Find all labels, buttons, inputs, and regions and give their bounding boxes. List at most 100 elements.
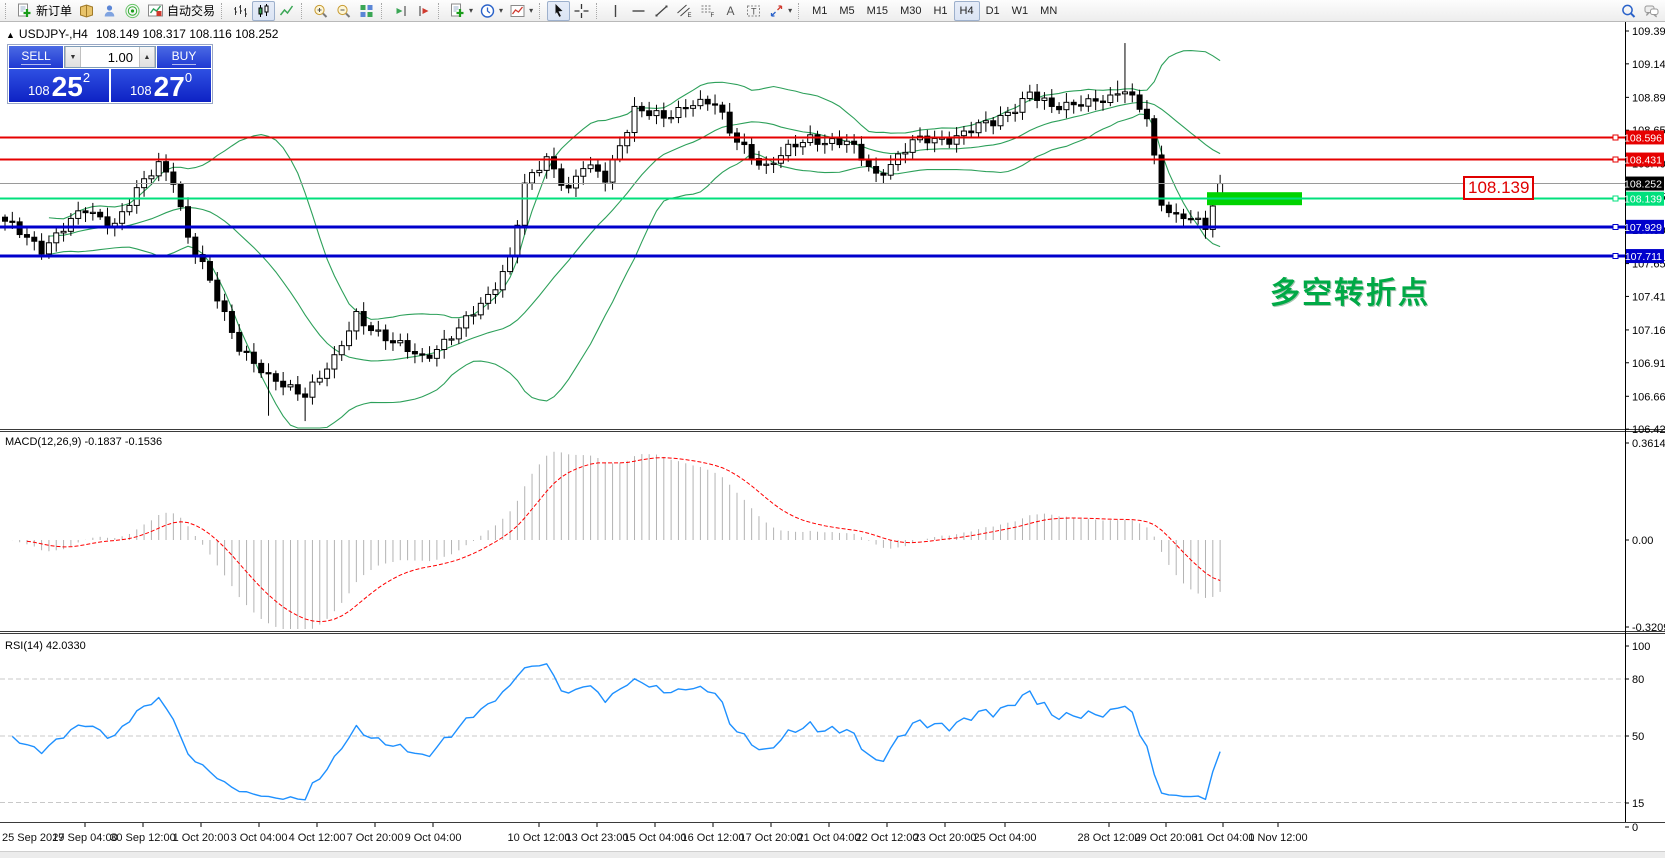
buy-price[interactable]: 108 27 0	[111, 69, 211, 102]
volume-increase-button[interactable]: ▲	[139, 47, 155, 67]
equidistant-channel-button[interactable]: E	[673, 1, 696, 21]
timeframe-m5-button[interactable]: M5	[833, 1, 860, 21]
volume-decrease-button[interactable]: ▼	[65, 47, 81, 67]
arrows-button[interactable]: ▾	[765, 1, 795, 21]
text-icon: A	[727, 4, 735, 18]
svg-text:E: E	[688, 13, 692, 19]
collapse-marker-icon[interactable]: ▲	[6, 30, 15, 40]
timeframe-mn-button[interactable]: MN	[1034, 1, 1063, 21]
ohlc-values: 108.149 108.317 108.116 108.252	[95, 27, 279, 41]
bar-chart-button[interactable]	[229, 1, 252, 21]
trendline-icon	[655, 5, 668, 16]
timeframe-m15-button[interactable]: M15	[861, 1, 894, 21]
equidistant-channel-icon: E	[677, 4, 692, 19]
fibonacci-button[interactable]: F	[696, 1, 719, 21]
toolbar-grip	[381, 2, 386, 19]
vertical-line-button[interactable]	[604, 1, 627, 21]
price-axis: 109.390109.145108.895108.650108.400108.1…	[1624, 26, 1665, 436]
sell-price-point: 2	[82, 70, 91, 85]
svg-text:29 Oct 20:00: 29 Oct 20:00	[1135, 832, 1198, 844]
trade-panel-prices: 108 25 2 108 27 0	[9, 69, 211, 102]
search-icon	[1622, 4, 1636, 18]
buy-button[interactable]: BUY	[157, 46, 211, 68]
templates-icon	[510, 4, 525, 17]
turning-point-annotation[interactable]: 多空转折点	[1270, 277, 1430, 310]
signal-button[interactable]	[121, 1, 144, 21]
toolbar-grip	[5, 2, 10, 19]
trade-panel-top-row: SELL ▼ ▲ BUY	[9, 46, 211, 68]
sell-button[interactable]: SELL	[9, 46, 63, 68]
svg-text:0.00: 0.00	[1632, 535, 1653, 547]
volume-input[interactable]	[81, 47, 139, 67]
cursor-button[interactable]	[547, 0, 571, 21]
vertical-line-icon	[614, 4, 617, 17]
new-order-button[interactable]: 新订单	[13, 1, 75, 21]
search-button[interactable]	[1617, 1, 1640, 21]
marketwatch-button[interactable]	[75, 1, 98, 21]
svg-text:30 Sep 12:00: 30 Sep 12:00	[110, 832, 175, 844]
horizontal-line-button[interactable]	[627, 1, 650, 21]
zoom-out-button[interactable]	[332, 1, 355, 21]
templates-button[interactable]: ▾	[506, 1, 536, 21]
svg-text:107.160: 107.160	[1632, 325, 1665, 337]
text-label-button[interactable]: T	[742, 1, 765, 21]
autotrading-label: 自动交易	[167, 4, 216, 18]
timeframe-m1-button[interactable]: M1	[806, 1, 833, 21]
text-button[interactable]: A	[719, 1, 742, 21]
candlestick-chart-icon	[258, 3, 269, 17]
zoom-in-button[interactable]	[309, 1, 332, 21]
chart-shift-button[interactable]	[412, 1, 435, 21]
svg-text:80: 80	[1632, 674, 1644, 686]
candlestick-chart-button[interactable]	[252, 0, 276, 21]
indicators-button[interactable]: ▾	[446, 1, 476, 21]
svg-text:108.596: 108.596	[1624, 132, 1662, 144]
new-order-label: 新订单	[36, 4, 73, 18]
sell-price[interactable]: 108 25 2	[9, 69, 109, 102]
svg-text:109.145: 109.145	[1632, 59, 1665, 71]
timeframe-m30-button[interactable]: M30	[894, 1, 927, 21]
dropdown-caret-icon: ▾	[499, 5, 504, 15]
text-label-icon: T	[747, 5, 761, 16]
auto-scroll-button[interactable]	[389, 1, 412, 21]
toolbar-grip	[798, 2, 803, 19]
periods-button[interactable]: ▾	[476, 1, 506, 21]
svg-text:A: A	[727, 4, 735, 18]
fibonacci-icon: F	[701, 5, 715, 19]
timeframe-h4-button[interactable]: H4	[953, 0, 980, 21]
line-chart-button[interactable]	[275, 1, 298, 21]
arrow-down-icon: ▼	[69, 53, 77, 61]
svg-text:22 Oct 12:00: 22 Oct 12:00	[856, 832, 919, 844]
crosshair-button[interactable]	[570, 1, 593, 21]
svg-text:28 Oct 12:00: 28 Oct 12:00	[1078, 832, 1141, 844]
periods-clock-icon	[480, 3, 495, 18]
timeframe-d1-button[interactable]: D1	[980, 1, 1006, 21]
chat-button[interactable]	[1640, 1, 1663, 21]
sell-button-label: SELL	[21, 49, 51, 65]
timeframe-h1-button[interactable]: H1	[927, 1, 953, 21]
svg-text:13 Oct 23:00: 13 Oct 23:00	[566, 832, 629, 844]
toolbar: 新订单 自动交易	[0, 0, 1665, 22]
profile-button[interactable]	[98, 1, 121, 21]
svg-text:31 Oct 04:00: 31 Oct 04:00	[1192, 832, 1255, 844]
trendline-button[interactable]	[650, 1, 673, 21]
timeframe-w1-button[interactable]: W1	[1006, 1, 1035, 21]
crosshair-icon	[574, 3, 589, 18]
svg-text:25 Sep 2019: 25 Sep 2019	[2, 832, 64, 844]
tile-windows-button[interactable]	[355, 1, 378, 21]
price-tag-annotation[interactable]: 108.139	[1463, 176, 1535, 200]
sell-price-pips: 25	[51, 71, 83, 102]
pane-frames	[0, 22, 1665, 823]
macd-indicator-label: MACD(12,26,9) -0.1837 -0.1536	[5, 436, 163, 448]
rsi-indicator-label: RSI(14) 42.0330	[5, 640, 86, 652]
arrows-icon	[770, 4, 783, 17]
symbol-period-label: USDJPY-,H4	[18, 27, 88, 41]
buy-price-handle: 108	[129, 83, 152, 98]
autotrading-button[interactable]: 自动交易	[144, 1, 218, 21]
svg-text:T: T	[751, 6, 757, 16]
volume-stepper: ▼ ▲	[64, 46, 156, 68]
horizontal-lines	[0, 134, 1625, 260]
horizontal-scrollbar[interactable]	[0, 851, 1665, 858]
toolbar-grip	[438, 2, 443, 19]
